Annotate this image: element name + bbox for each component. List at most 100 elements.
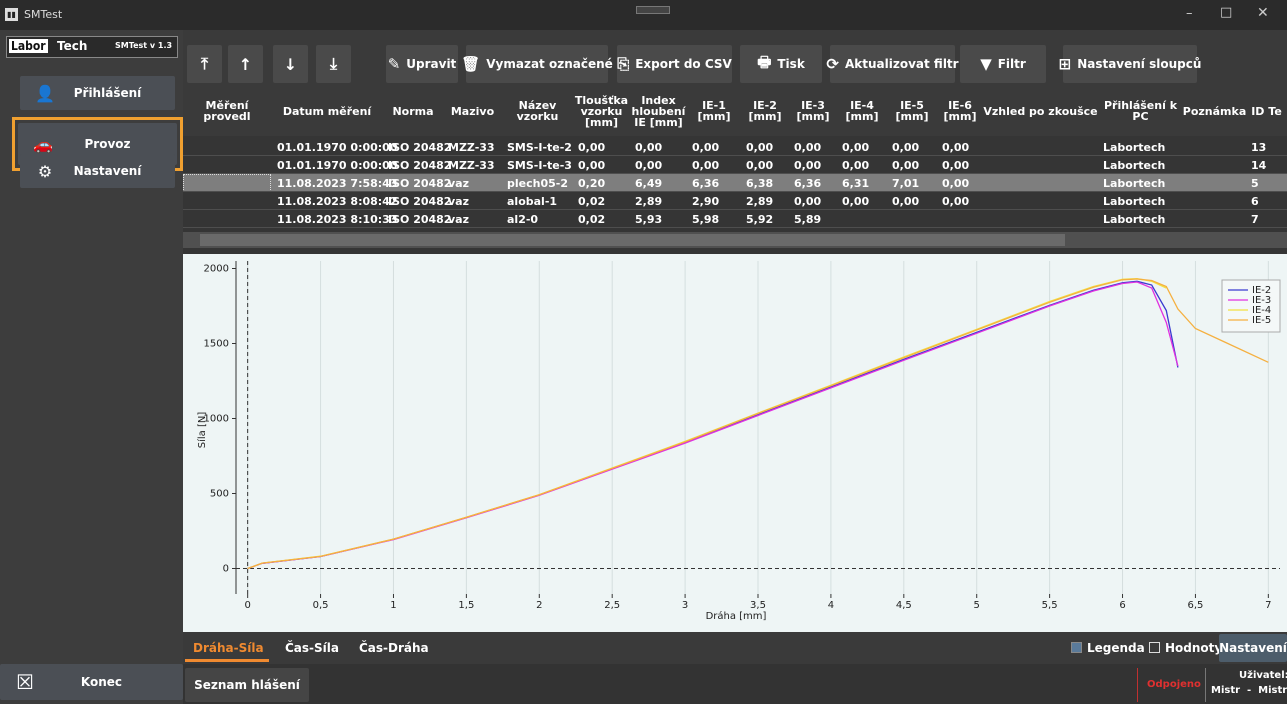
legend-option: Legenda bbox=[1087, 641, 1145, 655]
table-cell: al2-0 bbox=[507, 213, 539, 226]
table-cell: 11.08.2023 8:10:33 bbox=[277, 213, 398, 226]
x-tick-label: 2,5 bbox=[604, 600, 620, 611]
table-cell: 0,00 bbox=[842, 195, 870, 208]
toolbar-button[interactable]: ▼ Filtr bbox=[960, 45, 1046, 83]
table-cell: 0,00 bbox=[892, 141, 920, 154]
table-cell: 7 bbox=[1251, 213, 1259, 226]
table-cell: 2,89 bbox=[635, 195, 663, 208]
close-button[interactable]: ✕ bbox=[1257, 5, 1269, 21]
icon: 🖶 bbox=[757, 52, 772, 71]
values-option: Hodnoty bbox=[1165, 641, 1223, 655]
toolbar-button[interactable]: ✎ Upravit bbox=[386, 45, 458, 83]
chart: Dráha [mm] Síla [N] 0 0,5 1 1,5 2 2,5 3 3,5 4 4,5… bbox=[183, 254, 1287, 632]
toolbar-button[interactable]: ⟳ Aktualizovat filtr bbox=[826, 45, 959, 83]
table-cell: 6 bbox=[1251, 195, 1259, 208]
label: Provoz bbox=[84, 137, 131, 151]
sidebar: Labor Tech SMTest v 1.3 👤 Přihlášení 🚗 Pro… bbox=[0, 30, 183, 704]
column-header: IE-6 [mm] bbox=[943, 99, 977, 123]
table-cell: 5,92 bbox=[746, 213, 774, 226]
table-cell: 01.01.1970 0:00:00 bbox=[277, 141, 398, 154]
x-tick-label: 6 bbox=[1119, 600, 1125, 611]
table-cell: 13 bbox=[1251, 141, 1267, 154]
login-button[interactable]: 👤 Přihlášení bbox=[20, 76, 175, 110]
x-tick-label: 4 bbox=[828, 600, 834, 611]
table-cell: 0,00 bbox=[892, 195, 920, 208]
table-cell: vaz bbox=[448, 177, 469, 190]
column-header: Přihlášení k PC bbox=[1103, 99, 1178, 123]
chart-settings-button[interactable]: Nastavení bbox=[1219, 634, 1287, 662]
logo-left: Labor bbox=[9, 39, 48, 53]
table-cell: 01.01.1970 0:00:00 bbox=[277, 159, 398, 172]
table-cell: 0,00 bbox=[942, 177, 970, 190]
up-button[interactable]: ↑ bbox=[228, 45, 263, 83]
last-button[interactable]: ⤓ bbox=[316, 45, 351, 83]
tab[interactable]: Čas-Síla bbox=[285, 641, 339, 655]
toolbar-button[interactable]: 🗑 Vymazat označené bbox=[461, 45, 613, 83]
user-name: Mistr - Mistr bbox=[1211, 685, 1287, 696]
x-tick-label: 5 bbox=[974, 600, 980, 611]
table-cell: 11.08.2023 7:58:43 bbox=[277, 177, 398, 190]
label: Přihlášení bbox=[73, 86, 142, 100]
status-bar: Seznam hlášení Odpojeno Uživatel: Mistr … bbox=[183, 664, 1287, 704]
table-cell: 0,00 bbox=[942, 195, 970, 208]
table-cell: 0,00 bbox=[942, 159, 970, 172]
icon: ▼ bbox=[980, 55, 992, 73]
label: Upravit bbox=[406, 57, 457, 71]
column-header: IE-3 [mm] bbox=[796, 99, 830, 123]
table-cell: Labortech bbox=[1103, 159, 1166, 172]
connection-status: Odpojeno bbox=[1147, 679, 1201, 690]
y-tick-label: 0 bbox=[223, 564, 229, 575]
first-button[interactable]: ⤒ bbox=[187, 45, 222, 83]
column-header: Poznámka bbox=[1182, 104, 1247, 118]
y-tick-label: 1000 bbox=[204, 414, 229, 425]
column-header: IE-2 [mm] bbox=[748, 99, 782, 123]
table-cell: Labortech bbox=[1103, 177, 1166, 190]
logo-right: Tech bbox=[57, 39, 88, 53]
down-button[interactable]: ↓ bbox=[273, 45, 308, 83]
icon: ⊞ bbox=[1058, 55, 1072, 73]
tab-active[interactable]: Dráha-Síla bbox=[193, 641, 264, 655]
focus-cell bbox=[183, 174, 271, 192]
scroll-thumb[interactable] bbox=[200, 234, 1065, 246]
table-cell: 0,20 bbox=[578, 177, 606, 190]
tab[interactable]: Čas-Dráha bbox=[359, 641, 429, 655]
settings-button[interactable]: ⚙ Nastavení bbox=[20, 154, 175, 188]
legend-label: IE-4 bbox=[1252, 305, 1271, 316]
label: Nastavení bbox=[73, 164, 142, 178]
table-cell: ISO 20482 bbox=[388, 159, 452, 172]
logo: Labor Tech SMTest v 1.3 bbox=[6, 36, 178, 58]
minimize-button[interactable]: – bbox=[1186, 6, 1193, 21]
table-cell: 5 bbox=[1251, 177, 1259, 190]
legend-label: IE-5 bbox=[1252, 315, 1271, 326]
x-tick-label: 2 bbox=[536, 600, 542, 611]
tab-bar: Dráha-Síla Čas-Síla Čas-Dráha Legenda Ho… bbox=[183, 632, 1287, 664]
column-header: IE-4 [mm] bbox=[845, 99, 879, 123]
x-tick-label: 0 bbox=[244, 600, 250, 611]
exit-button[interactable]: ☒ Konec bbox=[0, 664, 183, 700]
table-cell: ISO 20482 bbox=[388, 195, 452, 208]
drag-handle bbox=[636, 6, 670, 14]
table-cell: 2,90 bbox=[692, 195, 720, 208]
row-separator bbox=[183, 155, 1287, 156]
version: SMTest v 1.3 bbox=[115, 41, 173, 50]
table-cell: 0,00 bbox=[635, 141, 663, 154]
table-cell: 11.08.2023 8:08:42 bbox=[277, 195, 398, 208]
toolbar-button[interactable]: 🖶 Tisk bbox=[740, 45, 822, 83]
column-header: IE-5 [mm] bbox=[895, 99, 929, 123]
table-cell: ISO 20482 bbox=[388, 213, 452, 226]
column-header: IE-1 [mm] bbox=[697, 99, 731, 123]
column-header: Vzhled po zkoušce bbox=[983, 104, 1098, 118]
legend-checkbox[interactable] bbox=[1071, 642, 1082, 653]
toolbar-button[interactable]: ⊞ Nastavení sloupců bbox=[1059, 45, 1201, 83]
icon: ⟳ bbox=[826, 55, 839, 73]
y-tick-label: 2000 bbox=[204, 264, 229, 275]
x-tick-label: 1 bbox=[390, 600, 396, 611]
values-checkbox[interactable] bbox=[1149, 642, 1160, 653]
icon: ⎘ bbox=[617, 55, 630, 73]
x-tick-label: 4,5 bbox=[896, 600, 912, 611]
toolbar-button[interactable]: ⎘ Export do CSV bbox=[617, 45, 732, 83]
log-button[interactable]: Seznam hlášení bbox=[185, 668, 309, 702]
maximize-button[interactable]: □ bbox=[1220, 5, 1233, 20]
x-tick-label: 3 bbox=[682, 600, 688, 611]
y-tick-label: 500 bbox=[210, 489, 229, 500]
